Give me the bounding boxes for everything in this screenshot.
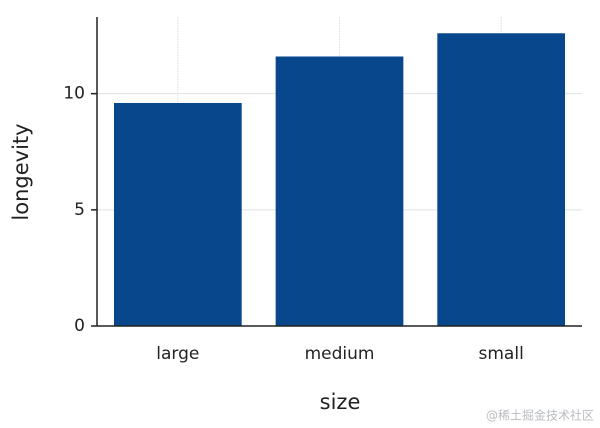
watermark: @稀土掘金技术社区 <box>486 408 594 423</box>
bar <box>275 56 404 326</box>
x-tick-label: medium <box>305 344 375 364</box>
y-tick-label: 10 <box>63 84 85 104</box>
x-axis-label: size <box>320 390 361 414</box>
bar <box>437 33 566 327</box>
y-tick-label: 0 <box>74 316 85 336</box>
x-tick-label: large <box>156 344 199 364</box>
bar <box>113 102 242 326</box>
x-tick-label: small <box>479 344 524 364</box>
y-axis-label: longevity <box>9 123 33 220</box>
y-tick-label: 5 <box>74 200 85 220</box>
